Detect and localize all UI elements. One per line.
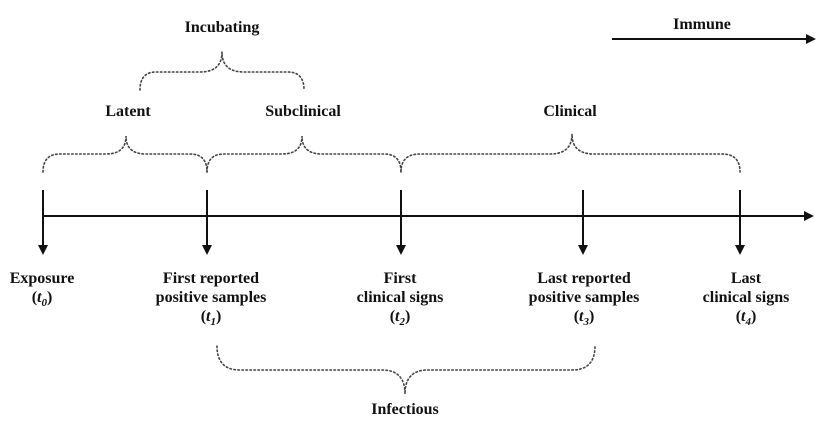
- clinical-label: Clinical: [543, 103, 597, 120]
- timepoint-text: positive samples: [528, 289, 640, 306]
- timepoint-text: Exposure: [9, 270, 75, 287]
- subclinical-label: Subclinical: [265, 103, 341, 120]
- timepoint-label-t2: First clinical signs (t2): [356, 269, 444, 329]
- immune-label: Immune: [673, 16, 731, 33]
- infectious-label: Infectious: [371, 401, 439, 418]
- timepoint-label-t3: Last reported positive samples (t3): [528, 269, 640, 329]
- timepoint-symbol: (t0): [31, 289, 53, 310]
- timepoint-label-t0: Exposure (t0): [9, 269, 75, 310]
- timepoint-text: Last reported: [537, 270, 631, 287]
- infectious-brace: [216, 345, 596, 395]
- latent-label: Latent: [105, 103, 151, 120]
- incubating-label: Incubating: [184, 19, 260, 36]
- timepoint-symbol: (t1): [200, 308, 222, 329]
- subclinical-brace: [206, 135, 402, 173]
- timepoint-symbol: (t2): [389, 308, 411, 329]
- latent-brace: [42, 135, 208, 173]
- clinical-brace: [400, 133, 741, 173]
- timepoint-text: positive samples: [155, 289, 267, 306]
- incubating-brace: [139, 51, 305, 91]
- timepoint-text: First: [383, 270, 417, 287]
- timepoint-text: clinical signs: [702, 289, 790, 306]
- timepoint-symbol: (t3): [573, 308, 595, 329]
- timepoint-text: clinical signs: [356, 289, 444, 306]
- timepoint-label-t1: First reported positive samples (t1): [155, 269, 267, 329]
- timepoint-text: Last: [730, 270, 762, 287]
- timepoint-symbol: (t4): [735, 308, 757, 329]
- timepoint-text: First reported: [162, 270, 260, 287]
- timepoint-label-t4: Last clinical signs (t4): [702, 269, 790, 329]
